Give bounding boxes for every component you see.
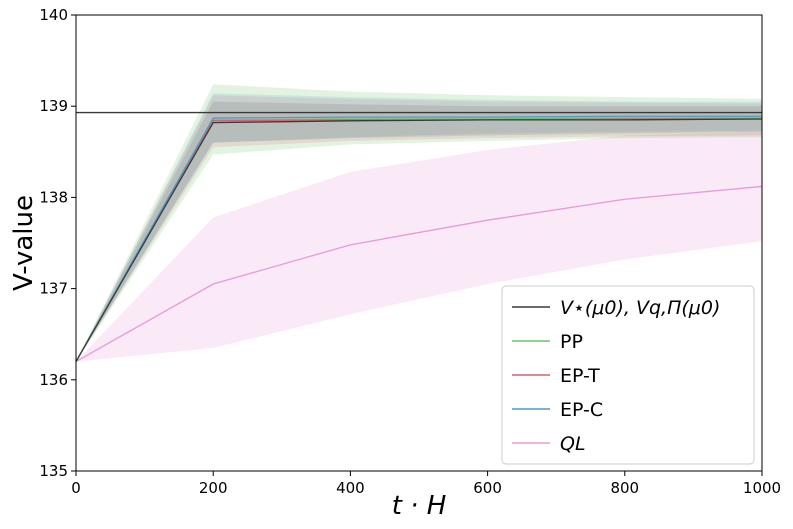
legend-label-ept: EP-T bbox=[560, 365, 600, 387]
legend: V⋆(μ0), Vq,Π(μ0) PP EP-T EP-C QL bbox=[501, 285, 755, 465]
x-tick-label: 400 bbox=[336, 479, 365, 497]
series-line-epc bbox=[75, 115, 762, 362]
band-vstar bbox=[76, 101, 762, 362]
series-line-ql bbox=[75, 185, 763, 363]
y-tick-label: 138 bbox=[39, 188, 68, 206]
x-axis-ticks: 0 200 400 600 800 1000 bbox=[71, 471, 781, 497]
y-tick-label: 140 bbox=[39, 6, 68, 24]
band-ept bbox=[76, 95, 762, 362]
band-epc bbox=[76, 93, 762, 362]
series-lines bbox=[75, 115, 763, 363]
x-axis-label: t · H bbox=[392, 491, 447, 521]
legend-label-vstar: V⋆(μ0), Vq,Π(μ0) bbox=[560, 297, 720, 319]
legend-label-pp: PP bbox=[560, 331, 583, 353]
legend-label-epc: EP-C bbox=[560, 399, 603, 421]
legend-box bbox=[501, 285, 755, 465]
y-tick-label: 139 bbox=[39, 97, 68, 115]
x-tick-label: 1000 bbox=[743, 479, 781, 497]
series-line-vstar bbox=[75, 118, 763, 362]
y-tick-label: 135 bbox=[39, 462, 68, 480]
band-ql bbox=[76, 131, 762, 362]
y-axis-label: V-value bbox=[9, 195, 39, 291]
y-tick-label: 136 bbox=[39, 371, 68, 389]
x-tick-label: 600 bbox=[473, 479, 502, 497]
plot-frame bbox=[75, 14, 763, 472]
legend-label-ql: QL bbox=[560, 433, 586, 455]
x-tick-label: 0 bbox=[71, 479, 81, 497]
y-tick-label: 137 bbox=[39, 280, 68, 298]
x-tick-label: 800 bbox=[610, 479, 639, 497]
y-axis-ticks: 135 136 137 138 139 140 bbox=[39, 6, 76, 480]
x-tick-label: 200 bbox=[199, 479, 228, 497]
